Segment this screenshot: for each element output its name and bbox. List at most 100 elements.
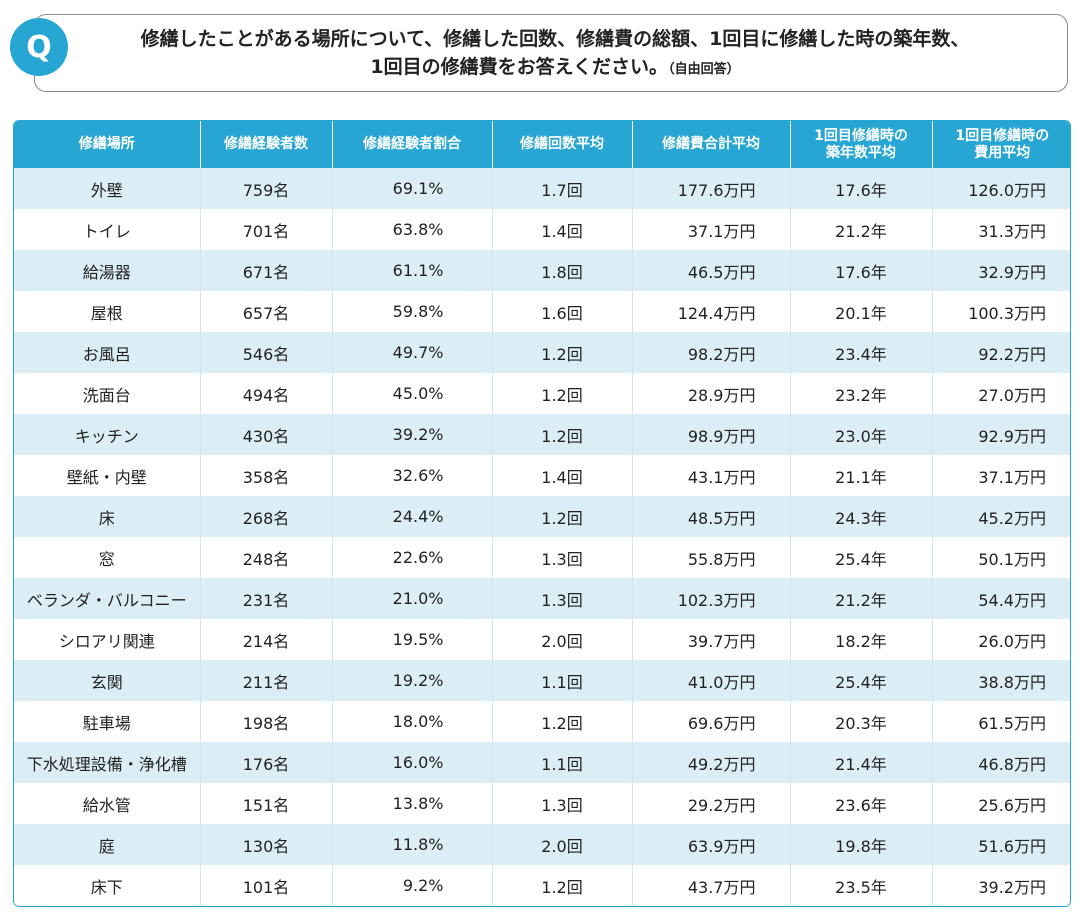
cell-times: 1.2回 (492, 332, 633, 373)
cell-first-cost: 100.3万円 (932, 291, 1070, 332)
header-ratio: 修繕経験者割合 (332, 121, 493, 168)
cell-count: 268名 (200, 496, 333, 537)
cell-count: 248名 (200, 537, 333, 578)
cell-first-cost: 31.3万円 (932, 209, 1070, 250)
question-line-2: 1回目の修繕費をお答えください。（自由回答） (75, 53, 1035, 84)
cell-times: 1.2回 (492, 701, 633, 742)
cell-first-cost: 54.4万円 (932, 578, 1070, 619)
cell-first-age: 18.2年 (790, 619, 933, 660)
cell-total-cost: 177.6万円 (632, 168, 791, 209)
cell-total-cost: 43.1万円 (632, 455, 791, 496)
cell-place: 玄関 (14, 660, 201, 701)
cell-ratio: 39.2% (332, 414, 493, 455)
cell-times: 2.0回 (492, 619, 633, 660)
cell-first-age: 25.4年 (790, 537, 933, 578)
cell-total-cost: 39.7万円 (632, 619, 791, 660)
cell-total-cost: 102.3万円 (632, 578, 791, 619)
table-row: 玄関 211名 19.2% 1.1回 41.0万円 25.4年 38.8万円 (14, 660, 1070, 701)
table-row: キッチン 430名 39.2% 1.2回 98.9万円 23.0年 92.9万円 (14, 414, 1070, 455)
cell-total-cost: 49.2万円 (632, 742, 791, 783)
cell-total-cost: 48.5万円 (632, 496, 791, 537)
table-row: トイレ 701名 63.8% 1.4回 37.1万円 21.2年 31.3万円 (14, 209, 1070, 250)
cell-ratio: 32.6% (332, 455, 493, 496)
cell-ratio: 24.4% (332, 496, 493, 537)
cell-first-age: 21.2年 (790, 578, 933, 619)
cell-first-age: 23.6年 (790, 783, 933, 824)
cell-times: 1.2回 (492, 414, 633, 455)
cell-count: 101名 (200, 865, 333, 906)
cell-place: お風呂 (14, 332, 201, 373)
cell-count: 494名 (200, 373, 333, 414)
cell-place: 庭 (14, 824, 201, 865)
cell-first-age: 21.4年 (790, 742, 933, 783)
cell-first-age: 23.5年 (790, 865, 933, 906)
cell-place: 下水処理設備・浄化槽 (14, 742, 201, 783)
cell-times: 1.1回 (492, 742, 633, 783)
table-row: 給水管 151名 13.8% 1.3回 29.2万円 23.6年 25.6万円 (14, 783, 1070, 824)
cell-place: 洗面台 (14, 373, 201, 414)
table-row: 屋根 657名 59.8% 1.6回 124.4万円 20.1年 100.3万円 (14, 291, 1070, 332)
cell-ratio: 63.8% (332, 209, 493, 250)
cell-times: 1.4回 (492, 209, 633, 250)
cell-first-cost: 46.8万円 (932, 742, 1070, 783)
cell-total-cost: 28.9万円 (632, 373, 791, 414)
cell-count: 657名 (200, 291, 333, 332)
table-row: 庭 130名 11.8% 2.0回 63.9万円 19.8年 51.6万円 (14, 824, 1070, 865)
cell-count: 198名 (200, 701, 333, 742)
question-line-1: 修繕したことがある場所について、修繕した回数、修繕費の総額、1回目に修繕した時の… (140, 28, 970, 50)
cell-count: 176名 (200, 742, 333, 783)
cell-first-cost: 25.6万円 (932, 783, 1070, 824)
table-row: 洗面台 494名 45.0% 1.2回 28.9万円 23.2年 27.0万円 (14, 373, 1070, 414)
cell-first-cost: 92.9万円 (932, 414, 1070, 455)
table-row: 駐車場 198名 18.0% 1.2回 69.6万円 20.3年 61.5万円 (14, 701, 1070, 742)
table-row: 壁紙・内壁 358名 32.6% 1.4回 43.1万円 21.1年 37.1万円 (14, 455, 1070, 496)
cell-ratio: 59.8% (332, 291, 493, 332)
cell-ratio: 19.5% (332, 619, 493, 660)
cell-count: 130名 (200, 824, 333, 865)
table-row: シロアリ関連 214名 19.5% 2.0回 39.7万円 18.2年 26.0万円 (14, 619, 1070, 660)
cell-total-cost: 69.6万円 (632, 701, 791, 742)
header-first-cost: 1回目修繕時の 費用平均 (932, 121, 1070, 168)
cell-first-age: 19.8年 (790, 824, 933, 865)
cell-first-cost: 27.0万円 (932, 373, 1070, 414)
table-row: 窓 248名 22.6% 1.3回 55.8万円 25.4年 50.1万円 (14, 537, 1070, 578)
cell-times: 2.0回 (492, 824, 633, 865)
cell-first-age: 20.3年 (790, 701, 933, 742)
header-place: 修繕場所 (14, 121, 201, 168)
cell-first-age: 23.0年 (790, 414, 933, 455)
cell-first-age: 17.6年 (790, 168, 933, 209)
cell-times: 1.3回 (492, 783, 633, 824)
cell-count: 546名 (200, 332, 333, 373)
cell-total-cost: 37.1万円 (632, 209, 791, 250)
table-header-row: 修繕場所 修繕経験者数 修繕経験者割合 修繕回数平均 修繕費合計平均 1回目修繕時の 築年数… (14, 121, 1070, 168)
cell-first-cost: 51.6万円 (932, 824, 1070, 865)
cell-first-cost: 38.8万円 (932, 660, 1070, 701)
cell-count: 231名 (200, 578, 333, 619)
cell-first-cost: 61.5万円 (932, 701, 1070, 742)
cell-first-age: 17.6年 (790, 250, 933, 291)
cell-place: キッチン (14, 414, 201, 455)
cell-total-cost: 63.9万円 (632, 824, 791, 865)
cell-place: 給湯器 (14, 250, 201, 291)
cell-ratio: 18.0% (332, 701, 493, 742)
cell-first-cost: 26.0万円 (932, 619, 1070, 660)
cell-count: 759名 (200, 168, 333, 209)
cell-total-cost: 43.7万円 (632, 865, 791, 906)
cell-first-cost: 39.2万円 (932, 865, 1070, 906)
cell-count: 430名 (200, 414, 333, 455)
header-first-age: 1回目修繕時の 築年数平均 (790, 121, 933, 168)
cell-place: 外壁 (14, 168, 201, 209)
question-line-2-main: 1回目の修繕費をお答えください。 (370, 56, 669, 78)
cell-place: 駐車場 (14, 701, 201, 742)
table-row: 給湯器 671名 61.1% 1.8回 46.5万円 17.6年 32.9万円 (14, 250, 1070, 291)
header-total-cost: 修繕費合計平均 (632, 121, 791, 168)
cell-times: 1.7回 (492, 168, 633, 209)
cell-times: 1.3回 (492, 537, 633, 578)
cell-ratio: 9.2% (332, 865, 493, 906)
cell-times: 1.8回 (492, 250, 633, 291)
cell-first-age: 20.1年 (790, 291, 933, 332)
cell-ratio: 49.7% (332, 332, 493, 373)
cell-first-age: 23.2年 (790, 373, 933, 414)
cell-times: 1.3回 (492, 578, 633, 619)
cell-total-cost: 98.2万円 (632, 332, 791, 373)
